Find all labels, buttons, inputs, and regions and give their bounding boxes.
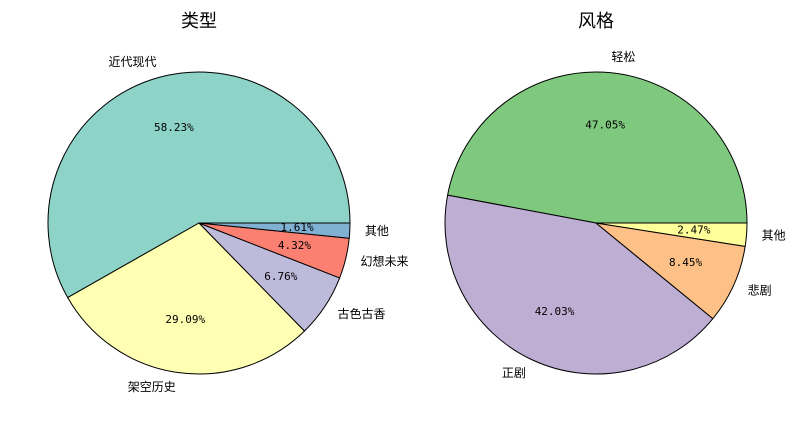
style-pct-label-2: 8.45% (669, 256, 702, 269)
style-slice-0 (447, 71, 748, 224)
type-slice-label-2: 古色古香 (337, 306, 385, 321)
type-pct-label-4: 1.61% (280, 221, 313, 234)
style-pct-label-3: 2.47% (677, 224, 710, 237)
style-labels: 轻松 47.05% 正剧 42.03% 悲剧 8.45% 其他 2.47% (502, 50, 786, 380)
type-pct-label-2: 6.76% (264, 270, 297, 283)
type-slice-label-4: 其他 (365, 224, 389, 238)
chart-title-type: 类型 (181, 11, 217, 32)
style-slice-label-2: 悲剧 (748, 282, 772, 297)
type-slices (47, 71, 351, 375)
chart-type-pie: 类型 近代现代 58.23% 架空历史 29.09% 古色古香 6.76% 幻想未来 4.32… (47, 11, 409, 394)
type-pct-label-3: 4.32% (278, 239, 311, 252)
type-labels: 近代现代 58.23% 架空历史 29.09% 古色古香 6.76% 幻想未来 4.32% 其他… (109, 55, 409, 394)
style-slices (444, 71, 748, 375)
type-pct-label-0: 58.23% (154, 121, 194, 134)
style-slice-label-1: 正剧 (502, 366, 526, 380)
style-slice-label-3: 其他 (762, 228, 786, 242)
type-slice-1 (67, 222, 305, 375)
chart-style-pie: 风格 轻松 47.05% 正剧 42.03% 悲剧 8.45% 其他 2.47% (444, 11, 786, 380)
style-pct-label-0: 47.05% (585, 118, 625, 131)
chart-title-style: 风格 (578, 11, 614, 32)
type-slice-0 (47, 71, 351, 299)
type-slice-4 (198, 222, 351, 239)
type-slice-label-0: 近代现代 (109, 55, 157, 69)
style-slice-3 (595, 222, 748, 247)
type-pct-label-1: 29.09% (165, 313, 205, 326)
style-slice-label-0: 轻松 (611, 50, 635, 64)
style-pct-label-1: 42.03% (535, 305, 575, 318)
type-slice-label-3: 幻想未来 (360, 253, 408, 268)
style-slice-1 (444, 194, 714, 375)
type-slice-label-1: 架空历史 (128, 380, 176, 394)
